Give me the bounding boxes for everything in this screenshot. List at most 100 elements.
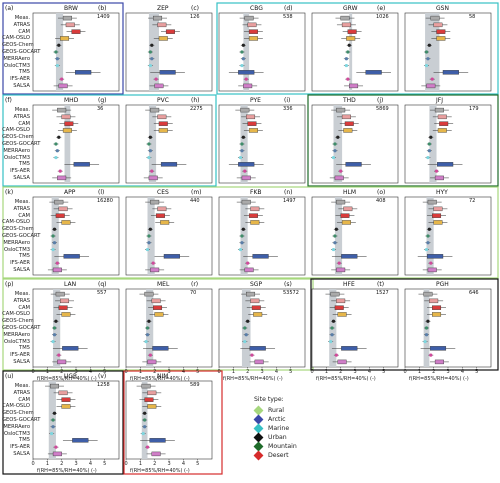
model-box — [244, 267, 254, 273]
model-marker — [51, 425, 55, 429]
model-box — [144, 397, 154, 402]
model-box — [238, 162, 255, 167]
x-tick-label: 1 — [138, 461, 143, 467]
model-box — [158, 128, 168, 133]
model-marker — [145, 326, 150, 330]
panel-id: (u) — [5, 373, 14, 380]
panel-axes — [404, 288, 492, 368]
panel-ugr — [32, 380, 120, 461]
model-box — [251, 305, 261, 310]
site-frame-urban — [2, 370, 124, 475]
site-frame-marine — [216, 2, 499, 95]
panel-site-name: ZEP — [157, 5, 169, 12]
x-tick-label: 1 — [231, 369, 236, 375]
panel-axes — [311, 196, 399, 276]
model-box — [434, 175, 444, 181]
legend-label: Marine — [268, 425, 290, 432]
model-label: IFS-AER — [10, 444, 30, 451]
model-label: Meas. — [14, 291, 30, 298]
model-box — [151, 298, 161, 304]
panel-id: (r) — [191, 281, 199, 288]
model-marker — [429, 353, 433, 357]
model-label: ATRAS — [13, 205, 30, 212]
model-label: GEOS-GOCART — [2, 141, 41, 147]
model-marker — [238, 155, 243, 160]
measurement-band — [349, 13, 353, 91]
model-box — [436, 29, 446, 34]
model-label: CAM — [18, 120, 30, 127]
measurement-band — [333, 105, 343, 183]
model-box — [147, 404, 157, 409]
model-marker — [337, 261, 341, 265]
sample-count: 179 — [469, 106, 479, 112]
model-label: MERRAero — [3, 331, 30, 338]
model-label: GEOS-GOCART — [2, 325, 41, 331]
legend-label: Urban — [268, 434, 287, 441]
model-label: CAM-OSLO — [2, 127, 30, 134]
model-box — [159, 70, 176, 75]
model-marker — [240, 63, 244, 68]
model-marker — [339, 169, 343, 173]
panel-brw — [32, 12, 120, 92]
model-marker — [334, 353, 338, 357]
model-box — [62, 128, 72, 133]
model-label: MERRAero — [3, 239, 30, 246]
panel-id: (l) — [98, 189, 105, 196]
model-box — [154, 83, 164, 89]
measurement-band — [55, 13, 64, 91]
model-marker — [243, 169, 247, 173]
legend-item: Rural — [253, 405, 297, 416]
model-label: MERRAero — [3, 55, 30, 62]
model-marker — [55, 57, 59, 61]
panel-axes — [311, 104, 399, 184]
model-marker — [143, 411, 147, 415]
panel-axes — [125, 12, 213, 92]
model-box — [243, 83, 253, 89]
model-box — [151, 451, 161, 457]
site-frame-desert — [123, 370, 223, 475]
model-box — [247, 121, 257, 126]
x-tick-label: 0 — [31, 461, 35, 467]
panel-id: (o) — [377, 189, 386, 196]
model-marker — [54, 319, 58, 323]
legend-title: Site type: — [254, 396, 284, 403]
model-marker — [250, 353, 254, 357]
model-marker — [54, 155, 58, 160]
model-box — [246, 291, 256, 297]
model-label: TM5 — [19, 253, 30, 260]
legend-label: Arctic — [268, 416, 286, 423]
model-box — [336, 199, 346, 205]
panel-axes — [125, 196, 213, 276]
model-label: Meas. — [14, 107, 30, 114]
model-box — [58, 206, 68, 212]
legend-item: Marine — [253, 423, 297, 434]
model-marker — [51, 418, 55, 422]
model-box — [341, 22, 351, 28]
model-marker — [333, 149, 337, 153]
model-marker — [148, 63, 152, 68]
site-frame-rural — [2, 186, 499, 279]
x-tick-label: 2 — [339, 369, 343, 375]
site-frame-marine — [2, 94, 217, 187]
x-tick-label: 4 — [274, 369, 279, 375]
sample-count: 1258 — [97, 382, 110, 388]
model-marker — [429, 135, 433, 139]
model-marker — [424, 333, 429, 337]
sample-count: 1026 — [376, 14, 389, 20]
panel-axes — [218, 104, 306, 184]
model-label: CAM-OSLO — [2, 311, 30, 318]
model-marker — [426, 234, 430, 238]
model-label: OsloCTM3 — [4, 62, 30, 69]
model-marker — [52, 227, 57, 231]
model-box — [437, 162, 454, 167]
panel-id: (e) — [377, 5, 386, 12]
legend-label: Desert — [268, 452, 289, 459]
model-marker — [240, 142, 244, 146]
measurement-band — [243, 13, 250, 91]
model-marker — [243, 339, 247, 344]
model-box — [152, 346, 169, 351]
panel-mhd — [32, 104, 120, 184]
model-label: MERRAero — [3, 423, 30, 430]
model-box — [437, 128, 447, 133]
